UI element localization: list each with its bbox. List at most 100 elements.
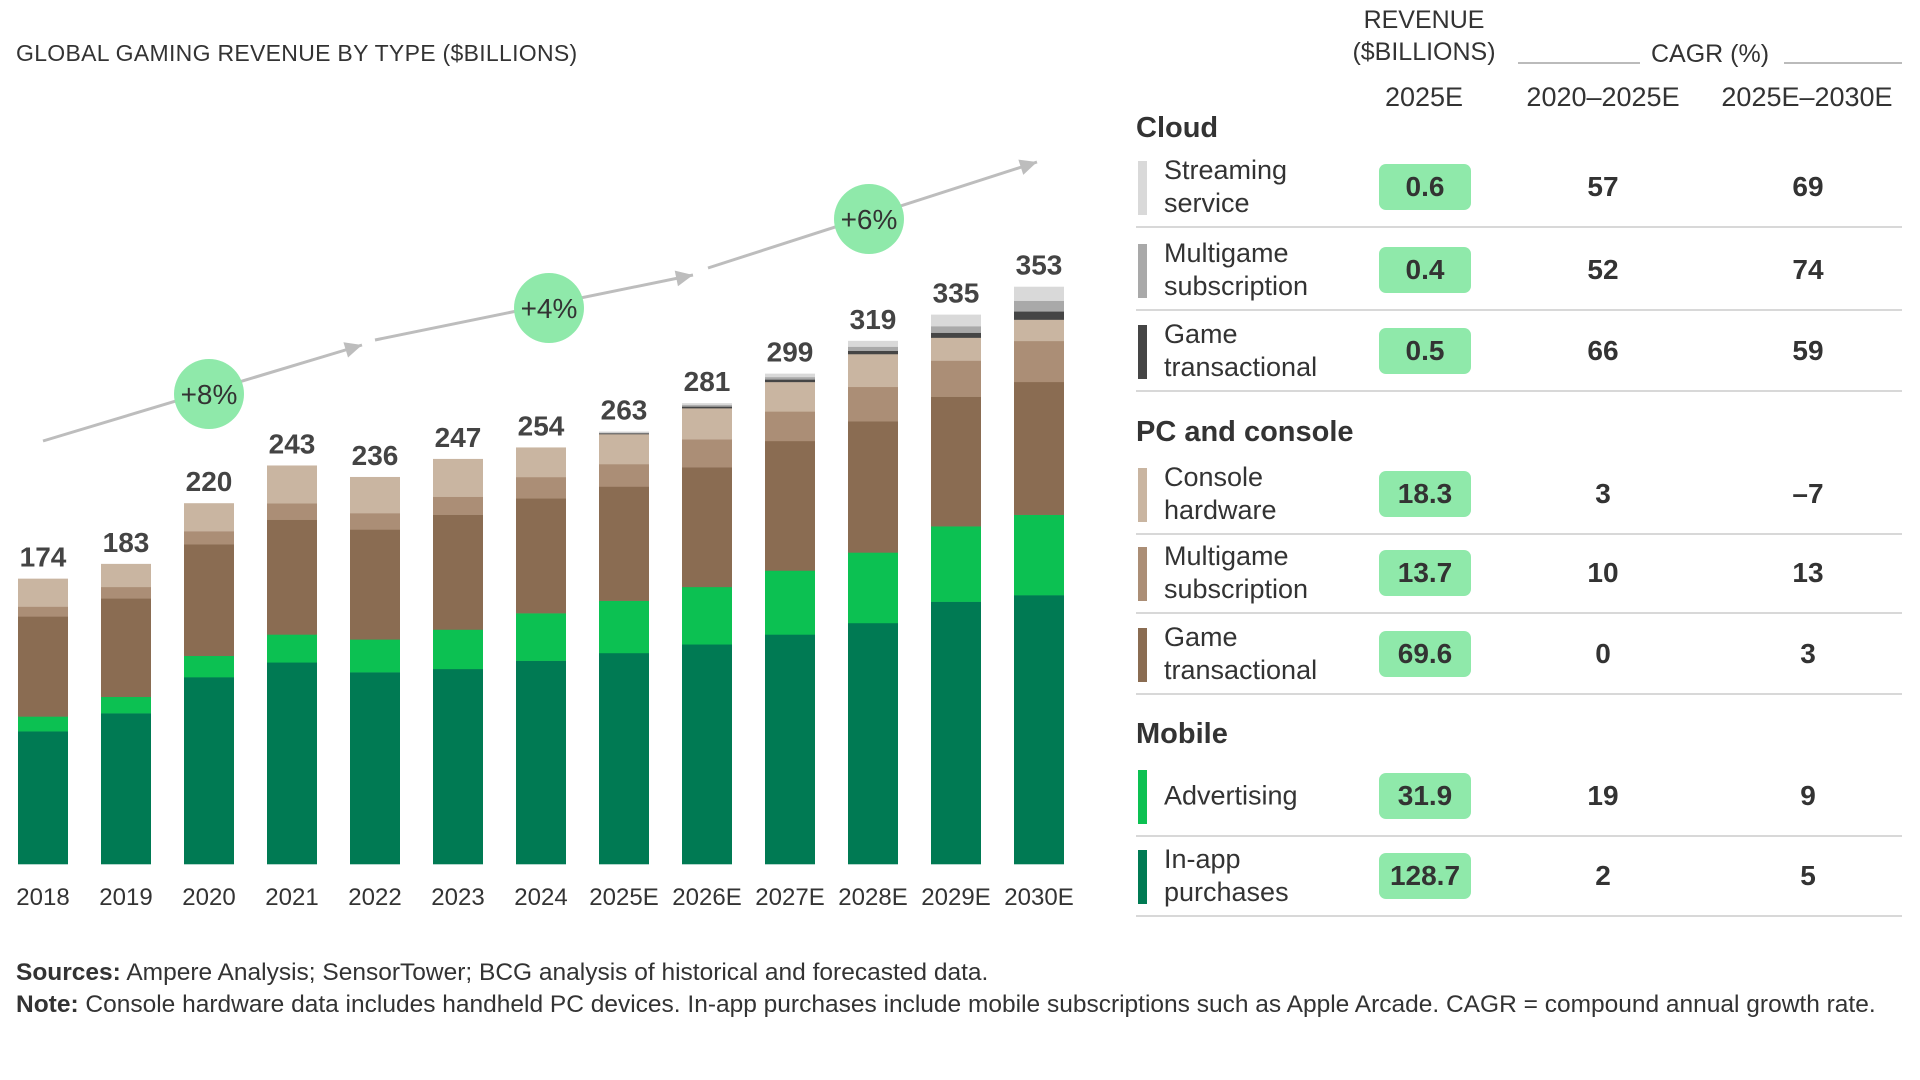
row-label: Advertising	[1164, 780, 1298, 811]
bar-segment-3	[1014, 340, 1064, 383]
bar-segment-3	[267, 503, 317, 520]
growth-label: +6%	[841, 204, 898, 235]
arrow-head-icon	[343, 342, 362, 358]
bar-segment-0	[18, 731, 68, 865]
revenue-badge: 128.7	[1379, 853, 1471, 899]
table-row: Advertising 31.9 19 9	[1136, 757, 1902, 837]
bar-segment-4	[184, 503, 234, 532]
sources-text: Ampere Analysis; SensorTower; BCG analys…	[126, 959, 989, 986]
bar-segment-3	[18, 606, 68, 617]
bar-segment-0	[516, 660, 566, 865]
cagr-2020-2025: 0	[1595, 638, 1611, 669]
total-label: 353	[1016, 250, 1063, 281]
bar-segment-6	[931, 326, 981, 333]
col-cagr-2025-2030: 2025E–2030E	[1721, 82, 1893, 112]
bar-segment-1	[765, 570, 815, 635]
total-label: 236	[352, 440, 399, 471]
bar-segment-0	[931, 601, 981, 865]
cagr-2020-2025: 57	[1587, 171, 1619, 202]
bar-segment-6	[1014, 300, 1064, 312]
cagr-2020-2025: 52	[1587, 254, 1619, 285]
bar-segment-7	[765, 373, 815, 378]
total-label: 174	[20, 542, 67, 573]
x-tick-label: 2021	[265, 884, 318, 911]
bar-segment-4	[101, 563, 151, 588]
table-row: Console hardware 18.3 3 –7	[1136, 455, 1902, 535]
bar-segment-2	[350, 529, 400, 640]
chart-title: GLOBAL GAMING REVENUE BY TYPE ($BILLIONS…	[16, 40, 578, 66]
legend-swatch	[1138, 325, 1147, 379]
total-label: 281	[684, 366, 731, 397]
x-tick-label: 2025E	[589, 884, 658, 911]
section-header-1: PC and console	[1136, 416, 1354, 448]
bar-segment-1	[682, 586, 732, 645]
note-label: Note:	[16, 991, 79, 1018]
bar-segment-2	[931, 396, 981, 527]
bar-segment-2	[267, 519, 317, 635]
bar-segment-7	[682, 403, 732, 406]
revenue-badge: 31.9	[1379, 773, 1471, 819]
bar-segment-1	[931, 526, 981, 602]
arrow-head-icon	[1018, 159, 1037, 175]
bar-segment-4	[682, 408, 732, 440]
cagr-2025-2030: –7	[1792, 478, 1824, 509]
x-tick-label: 2020	[182, 884, 235, 911]
row-label: Multigame subscription	[1164, 541, 1309, 604]
x-tick-label: 2026E	[672, 884, 741, 911]
bar-segment-0	[599, 652, 649, 865]
table-row: Streaming service 0.6 57 69	[1136, 148, 1902, 228]
x-tick-label: 2029E	[921, 884, 990, 911]
bar-segment-4	[350, 476, 400, 514]
table-row: Game transactional 0.5 66 59	[1136, 312, 1902, 392]
revenue-badge: 13.7	[1379, 550, 1471, 596]
growth-bubble	[834, 184, 904, 254]
bar-segment-0	[433, 668, 483, 865]
total-label: 254	[518, 410, 565, 441]
row-label: Streaming service	[1164, 155, 1288, 218]
total-label: 319	[850, 304, 897, 335]
cagr-2020-2025: 19	[1587, 780, 1619, 811]
cagr-2025-2030: 74	[1792, 254, 1824, 285]
legend-swatch	[1138, 628, 1147, 682]
bar-segment-2	[184, 544, 234, 657]
growth-label: +4%	[521, 293, 578, 324]
bar-segment-3	[101, 586, 151, 599]
section-header-2: Mobile	[1136, 718, 1228, 750]
row-label: Multigame subscription	[1164, 238, 1309, 301]
bar-segment-1	[848, 552, 898, 624]
x-tick-label: 2024	[514, 884, 567, 911]
bar-segment-3	[350, 513, 400, 530]
bar-segment-4	[848, 353, 898, 388]
bar-segment-5	[682, 406, 732, 409]
revenue-badge: 0.6	[1379, 164, 1471, 210]
bar-segment-0	[267, 662, 317, 865]
row-label: Game transactional	[1164, 622, 1318, 685]
bar-segment-6	[765, 376, 815, 380]
sources-line: Sources: Ampere Analysis; SensorTower; B…	[16, 956, 988, 989]
x-tick-label: 2018	[16, 884, 69, 911]
bar-segment-7	[848, 340, 898, 347]
cagr-2025-2030: 69	[1792, 171, 1824, 202]
bar-segment-2	[765, 440, 815, 571]
note-text: Console hardware data includes handheld …	[85, 991, 1876, 1018]
legend-swatch	[1138, 468, 1147, 522]
row-label: In-app purchases	[1164, 844, 1289, 907]
bar-segment-1	[267, 634, 317, 663]
bar-segment-3	[765, 411, 815, 442]
x-tick-label: 2028E	[838, 884, 907, 911]
bar-segment-6	[682, 404, 732, 407]
bar-segment-1	[1014, 514, 1064, 596]
table-row: Multigame subscription 13.7 10 13	[1136, 534, 1902, 614]
bar-segment-6	[599, 432, 649, 434]
bar-segment-3	[433, 496, 483, 515]
bar-segment-1	[18, 716, 68, 732]
bar-segment-5	[765, 379, 815, 383]
bar-segment-0	[350, 672, 400, 865]
legend-swatch	[1138, 850, 1147, 904]
bar-segment-0	[682, 644, 732, 865]
bar-segment-4	[599, 433, 649, 465]
total-label: 243	[269, 428, 316, 459]
cagr-2020-2025: 2	[1595, 860, 1611, 891]
bar-segment-4	[18, 578, 68, 607]
total-label: 220	[186, 466, 233, 497]
